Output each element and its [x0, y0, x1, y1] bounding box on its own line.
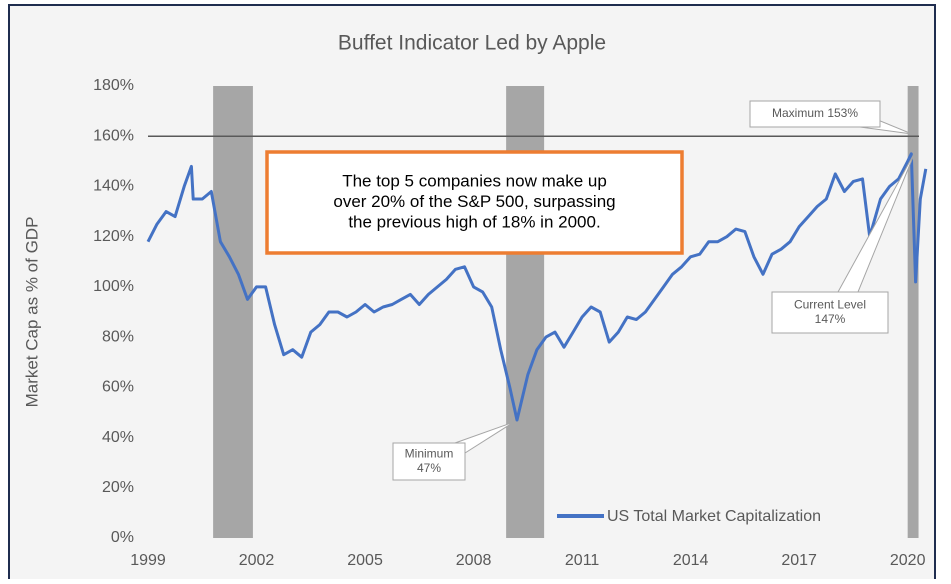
callout-box [265, 150, 684, 255]
y-tick-label: 100% [93, 278, 134, 295]
recession-band [907, 86, 919, 538]
legend-label: US Total Market Capitalization [607, 508, 821, 525]
callout-text: 147% [815, 312, 846, 326]
callout-text: the previous high of 18% in 2000. [348, 212, 600, 231]
callout-text: Current Level [794, 297, 866, 311]
x-tick-label: 2008 [456, 552, 492, 569]
y-tick-label: 0% [111, 529, 134, 546]
x-tick-label: 2005 [347, 552, 383, 569]
y-tick-label: 20% [102, 479, 134, 496]
y-axis-label: Market Cap as % of GDP [22, 217, 41, 408]
x-tick-label: 2020 [890, 552, 926, 569]
x-tick-label: 2002 [239, 552, 275, 569]
callout-text: Maximum 153% [772, 106, 858, 120]
data-line [146, 152, 928, 422]
y-tick-label: 140% [93, 178, 134, 195]
callout-text: over 20% of the S&P 500, surpassing [333, 192, 615, 211]
y-tick-label: 180% [93, 77, 134, 94]
callout-text: Minimum [405, 446, 454, 460]
callout-text: The top 5 companies now make up [342, 172, 607, 191]
chart-title: Buffet Indicator Led by Apple [338, 32, 606, 55]
y-tick-label: 40% [102, 429, 134, 446]
y-tick-label: 60% [102, 379, 134, 396]
x-tick-label: 2014 [673, 552, 709, 569]
x-tick-label: 2017 [781, 552, 817, 569]
callout-box [749, 100, 881, 128]
x-tick-label: 1999 [130, 552, 166, 569]
y-tick-label: 120% [93, 228, 134, 245]
y-tick-label: 160% [93, 127, 134, 144]
callout-box [771, 291, 889, 334]
x-tick-label: 2011 [565, 552, 600, 569]
callout-box [392, 442, 466, 481]
callout-text: 47% [417, 461, 441, 475]
recession-band [213, 86, 253, 538]
y-tick-label: 80% [102, 328, 134, 345]
